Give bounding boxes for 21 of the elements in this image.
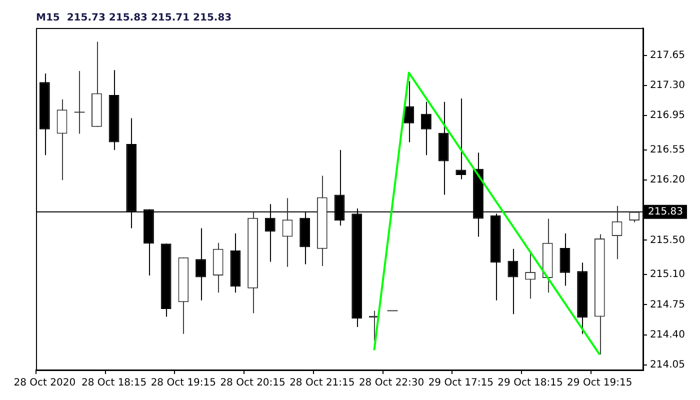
y-tick-label: 214.75 — [650, 299, 686, 310]
ref-line-label: 215.83 — [648, 206, 684, 218]
y-tick-label: 214.05 — [650, 359, 686, 370]
y-tick-label: 215.50 — [650, 234, 686, 246]
x-tick-label: 28 Oct 19:15 — [150, 378, 216, 389]
chart-title: M15 215.73 215.83 215.71 215.83 — [36, 12, 232, 24]
y-tick-label: 217.30 — [650, 80, 686, 92]
x-tick-label: 29 Oct 17:15 — [428, 378, 494, 389]
y-tick-label: 217.65 — [650, 50, 686, 62]
x-tick-label: 28 Oct 21:15 — [290, 378, 355, 389]
y-tick-label: 216.20 — [650, 174, 686, 186]
x-tick-label: 29 Oct 19:15 — [567, 378, 632, 389]
y-tick-label: 214.40 — [650, 329, 686, 340]
y-tick-label: 215.10 — [650, 269, 686, 280]
x-tick-label: 28 Oct 22:30 — [358, 378, 424, 389]
x-tick-label: 28 Oct 20:15 — [220, 378, 286, 389]
x-tick-label: 29 Oct 18:15 — [498, 378, 563, 389]
x-tick-label: 28 Oct 18:15 — [81, 378, 147, 389]
y-tick-label: 216.95 — [650, 110, 686, 122]
x-tick-label: 28 Oct 2020 — [14, 378, 76, 389]
y-tick-label: 216.55 — [650, 144, 686, 156]
